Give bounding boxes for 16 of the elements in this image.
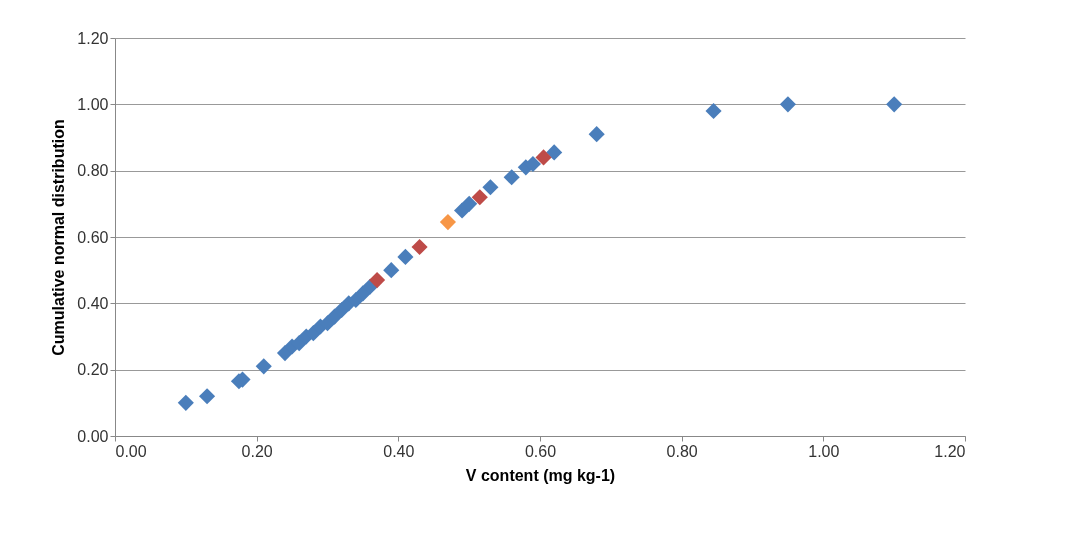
x-tick-label: 0.00 [115, 442, 147, 460]
y-tick-label: 0.40 [77, 294, 109, 312]
y-tick-label: 0.20 [77, 361, 109, 379]
y-tick-label: 0.00 [77, 427, 109, 445]
y-tick-label: 1.00 [77, 95, 109, 113]
y-tick-label: 1.20 [77, 29, 109, 47]
y-tick-label: 0.60 [77, 228, 109, 246]
x-tick-label: 1.00 [808, 442, 840, 460]
x-tick-label: 1.20 [934, 442, 966, 460]
x-tick-label: 0.40 [383, 442, 415, 460]
x-tick-label: 0.60 [524, 442, 557, 460]
y-tick-label: 0.80 [77, 162, 109, 180]
x-axis-title: V content (mg kg-1) [465, 466, 616, 484]
y-axis-title: Cumulative normal distribution [50, 119, 68, 356]
x-tick-label: 0.80 [666, 442, 698, 460]
x-tick-label: 0.20 [241, 442, 273, 460]
